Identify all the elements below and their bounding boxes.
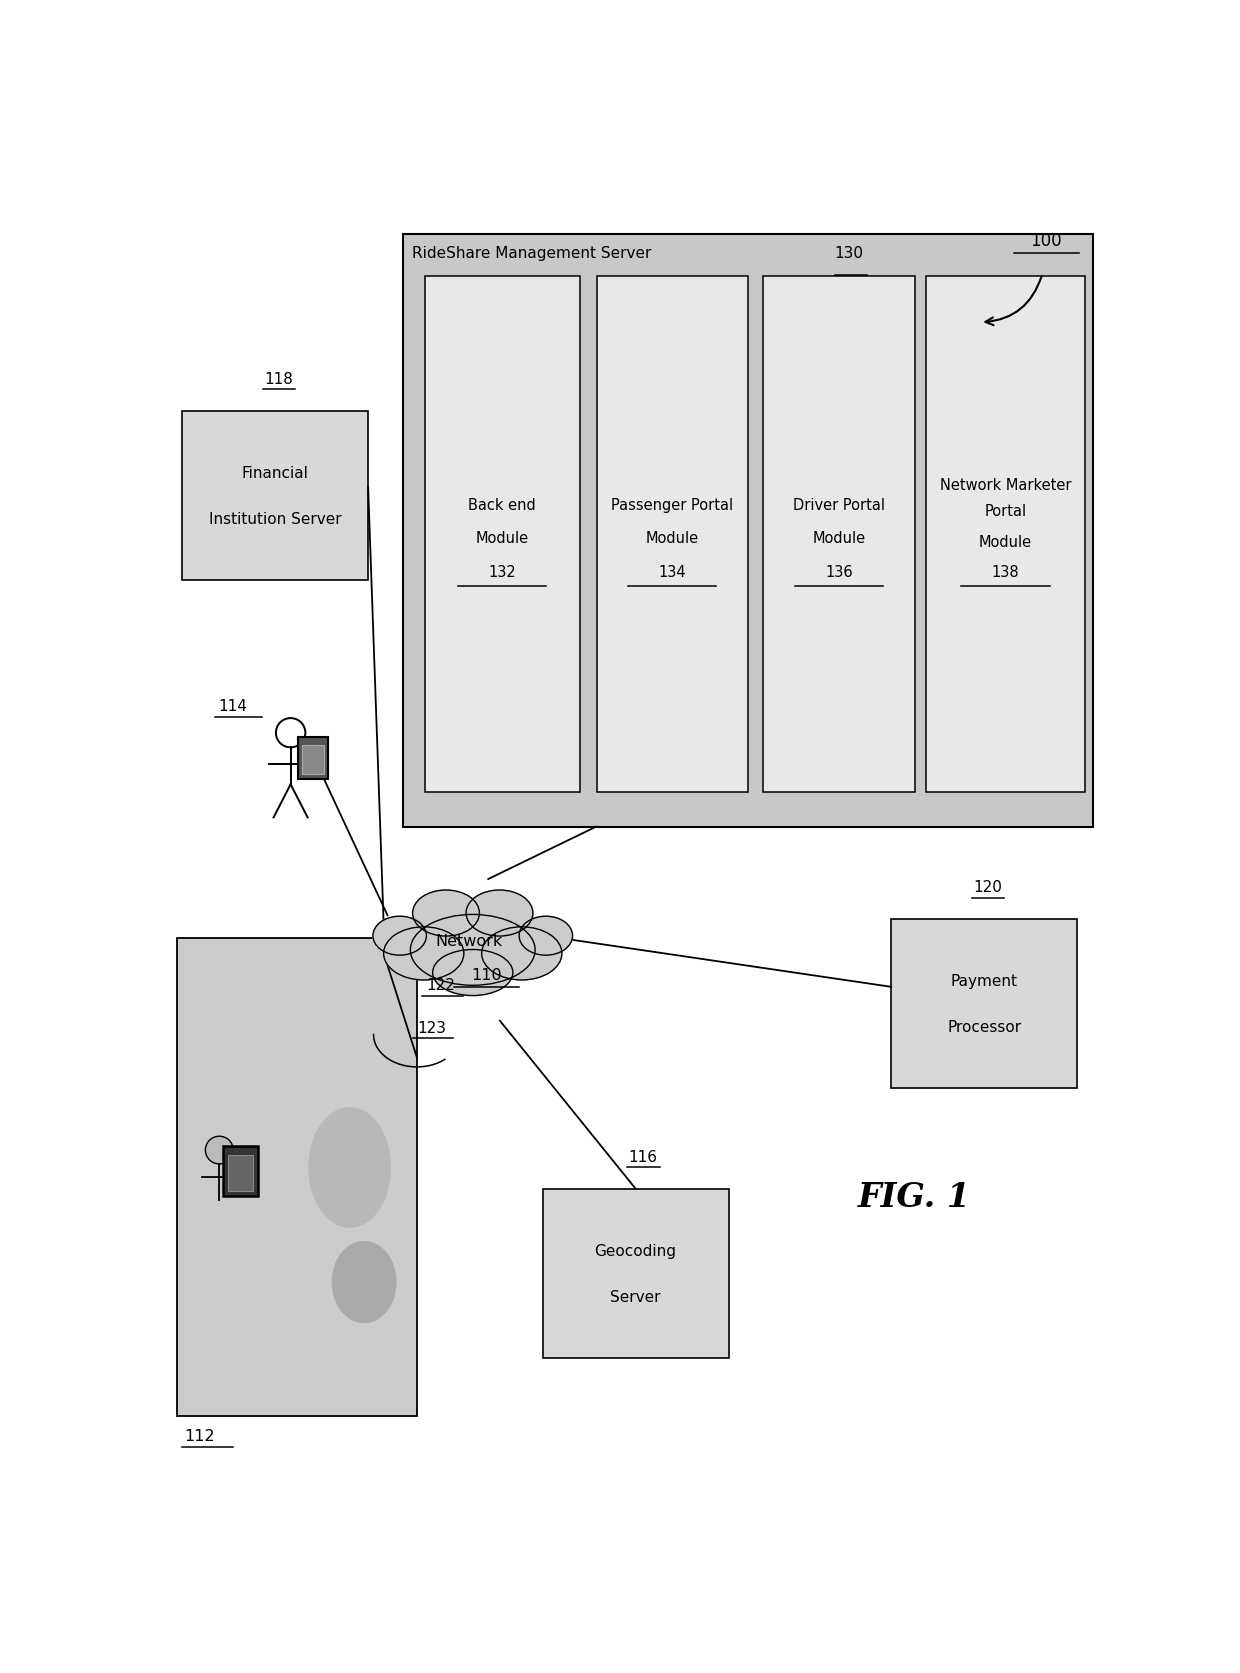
Text: Server: Server — [610, 1290, 661, 1303]
Text: 123: 123 — [417, 1021, 446, 1036]
FancyBboxPatch shape — [403, 234, 1092, 826]
Text: Module: Module — [476, 530, 528, 545]
Ellipse shape — [332, 1241, 396, 1323]
Text: Institution Server: Institution Server — [208, 512, 341, 527]
FancyBboxPatch shape — [926, 278, 1085, 793]
Text: 130: 130 — [835, 246, 864, 261]
Ellipse shape — [520, 917, 573, 955]
Text: Network: Network — [435, 934, 502, 949]
Text: FIG. 1: FIG. 1 — [858, 1179, 971, 1213]
FancyBboxPatch shape — [424, 278, 580, 793]
Ellipse shape — [413, 890, 480, 937]
Text: Financial: Financial — [242, 465, 309, 480]
Text: 118: 118 — [264, 371, 294, 386]
Text: 134: 134 — [658, 564, 686, 579]
Ellipse shape — [410, 915, 536, 985]
Ellipse shape — [373, 917, 427, 955]
Circle shape — [206, 1136, 233, 1164]
FancyBboxPatch shape — [543, 1190, 729, 1358]
FancyBboxPatch shape — [892, 920, 1078, 1089]
Text: Payment: Payment — [951, 974, 1018, 989]
Ellipse shape — [383, 927, 464, 980]
FancyBboxPatch shape — [303, 746, 324, 775]
FancyBboxPatch shape — [223, 1146, 258, 1196]
FancyBboxPatch shape — [182, 412, 368, 581]
Text: 120: 120 — [973, 880, 1003, 895]
Text: 138: 138 — [992, 564, 1019, 579]
Text: Driver Portal: Driver Portal — [792, 499, 885, 514]
Text: 136: 136 — [825, 564, 853, 579]
FancyBboxPatch shape — [299, 738, 327, 780]
Ellipse shape — [433, 950, 513, 995]
Text: 100: 100 — [1030, 233, 1063, 249]
Text: Module: Module — [812, 530, 866, 545]
Text: 112: 112 — [185, 1427, 215, 1442]
Ellipse shape — [466, 890, 533, 937]
FancyBboxPatch shape — [228, 1156, 253, 1191]
FancyBboxPatch shape — [764, 278, 915, 793]
Ellipse shape — [309, 1108, 391, 1228]
FancyBboxPatch shape — [596, 278, 748, 793]
Text: Processor: Processor — [947, 1021, 1022, 1034]
FancyArrowPatch shape — [986, 278, 1042, 326]
Ellipse shape — [481, 927, 562, 980]
Text: 132: 132 — [489, 564, 516, 579]
FancyBboxPatch shape — [176, 939, 417, 1415]
Text: Geocoding: Geocoding — [594, 1243, 677, 1258]
Text: RideShare Management Server: RideShare Management Server — [412, 246, 661, 261]
Text: 114: 114 — [218, 698, 247, 713]
Text: 116: 116 — [629, 1149, 657, 1164]
Text: Portal: Portal — [985, 504, 1027, 519]
Text: Back end: Back end — [469, 499, 536, 514]
Text: 110: 110 — [471, 967, 502, 982]
Text: Network Marketer: Network Marketer — [940, 477, 1071, 492]
Text: Module: Module — [980, 535, 1032, 550]
Text: 122: 122 — [427, 977, 455, 992]
Text: Module: Module — [646, 530, 699, 545]
Text: Passenger Portal: Passenger Portal — [611, 499, 733, 514]
